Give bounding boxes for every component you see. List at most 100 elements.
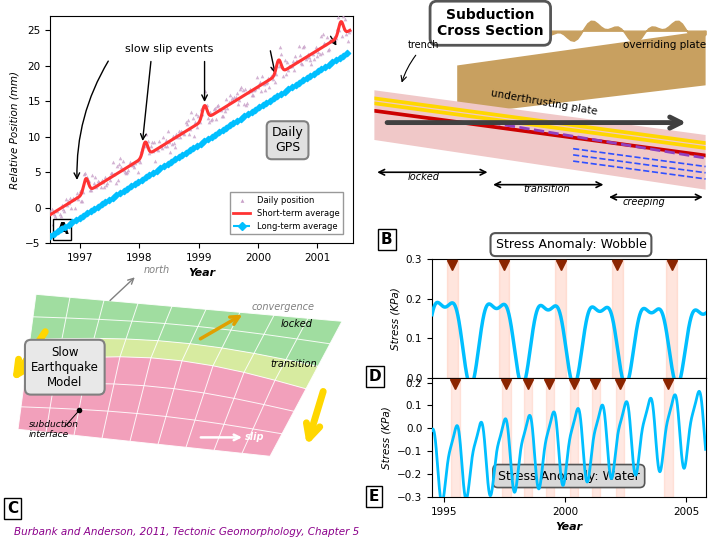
Point xyxy=(269,64,280,72)
Point xyxy=(248,86,260,94)
Text: trench: trench xyxy=(408,40,439,50)
Point xyxy=(146,138,158,147)
Point xyxy=(323,45,335,53)
Point xyxy=(150,166,162,175)
Point xyxy=(333,26,345,35)
Point xyxy=(86,171,98,179)
Point xyxy=(231,89,243,97)
Point xyxy=(338,24,350,32)
Point xyxy=(342,36,354,45)
Point xyxy=(209,104,220,112)
Point xyxy=(199,87,211,96)
Point xyxy=(111,161,122,170)
Point xyxy=(327,36,338,45)
Point xyxy=(226,94,238,103)
Point xyxy=(299,42,310,51)
Point xyxy=(283,85,294,94)
Point xyxy=(105,168,117,177)
Point xyxy=(325,36,337,45)
Point xyxy=(126,160,138,169)
Point xyxy=(145,142,156,151)
Text: underthrusting plate: underthrusting plate xyxy=(490,89,598,117)
Text: B: B xyxy=(381,232,392,247)
Point xyxy=(73,194,84,203)
Point xyxy=(92,177,104,186)
Point xyxy=(63,199,75,207)
Point xyxy=(176,151,188,159)
Point xyxy=(315,32,326,40)
Point xyxy=(92,202,104,211)
Point xyxy=(162,127,174,136)
Point xyxy=(210,130,221,139)
Text: convergence: convergence xyxy=(252,302,315,313)
Point xyxy=(231,117,243,125)
Point xyxy=(265,72,276,80)
Point xyxy=(318,39,330,48)
Point xyxy=(201,100,212,109)
Point xyxy=(122,166,134,174)
Point xyxy=(341,30,352,38)
Point xyxy=(310,43,322,51)
Point xyxy=(199,91,210,100)
Text: overriding plate: overriding plate xyxy=(623,40,706,50)
Point xyxy=(280,70,292,78)
Polygon shape xyxy=(27,339,318,389)
Point xyxy=(127,160,139,169)
Point xyxy=(160,136,171,144)
Point xyxy=(171,133,183,141)
Point xyxy=(58,204,69,213)
Point xyxy=(341,49,353,58)
Point xyxy=(297,60,308,69)
Point xyxy=(235,114,246,123)
X-axis label: Year: Year xyxy=(188,268,215,278)
Point xyxy=(107,169,118,178)
Text: Stress Anomaly: Water: Stress Anomaly: Water xyxy=(498,470,639,483)
Point xyxy=(217,112,228,120)
Point xyxy=(245,87,256,96)
Point xyxy=(220,94,232,103)
Point xyxy=(143,171,155,179)
Point xyxy=(303,52,315,61)
Point xyxy=(124,158,135,166)
Point xyxy=(131,157,143,165)
Text: Burbank and Anderson, 2011, Tectonic Geomorphology, Chapter 5: Burbank and Anderson, 2011, Tectonic Geo… xyxy=(14,527,360,537)
Point xyxy=(71,189,83,198)
Point xyxy=(173,127,184,136)
Point xyxy=(80,168,91,177)
Point xyxy=(243,110,254,119)
Bar xyxy=(451,378,460,497)
Text: C: C xyxy=(7,501,18,516)
Point xyxy=(331,25,343,33)
Point xyxy=(323,60,335,69)
Point xyxy=(167,132,179,140)
Point xyxy=(305,60,317,69)
Point xyxy=(83,177,94,186)
Point xyxy=(336,32,348,40)
Point xyxy=(50,214,62,223)
Point xyxy=(114,189,126,198)
Point xyxy=(88,179,99,187)
Point xyxy=(59,222,71,231)
Bar xyxy=(612,259,623,378)
Point xyxy=(158,133,169,141)
Point xyxy=(137,144,148,152)
Point xyxy=(293,41,305,50)
Point xyxy=(78,170,90,179)
Point xyxy=(48,210,60,218)
Point xyxy=(181,120,192,129)
Point xyxy=(186,108,197,117)
Point xyxy=(122,167,133,176)
Point xyxy=(122,184,133,193)
Point xyxy=(45,232,56,240)
Point xyxy=(284,62,296,70)
Point xyxy=(195,105,207,114)
Point xyxy=(155,164,166,173)
Point xyxy=(169,143,181,151)
Point xyxy=(263,73,274,82)
Point xyxy=(257,72,269,81)
Point xyxy=(261,78,273,87)
Point xyxy=(103,172,114,181)
Point xyxy=(194,118,205,126)
Point xyxy=(120,169,132,178)
Point xyxy=(235,83,247,91)
